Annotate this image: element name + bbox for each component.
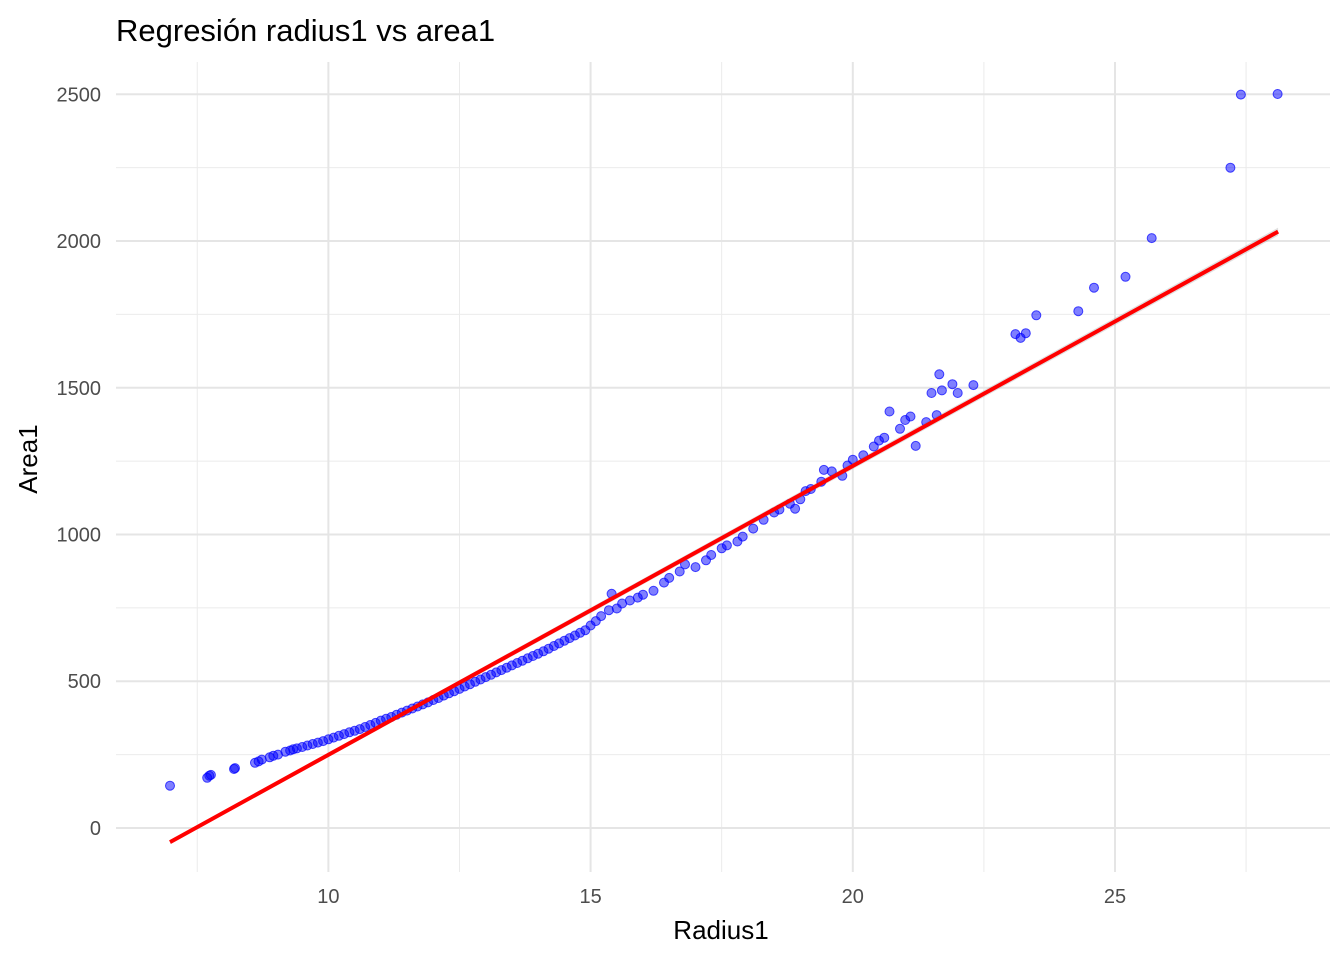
- y-tick-label: 0: [90, 818, 101, 840]
- y-axis-tick-labels: 0 500 1000 1500 2000 2500: [57, 84, 102, 840]
- x-axis-tick-labels: 10 15 20 25: [317, 886, 1126, 908]
- y-tick-label: 2500: [57, 84, 102, 106]
- y-tick-label: 1500: [57, 378, 102, 400]
- y-axis-title: Area1: [13, 424, 43, 493]
- y-tick-label: 2000: [57, 231, 102, 253]
- data-point: [934, 369, 945, 380]
- data-point: [1120, 271, 1131, 282]
- data-point: [737, 531, 748, 542]
- data-point: [674, 566, 685, 577]
- data-point: [790, 503, 801, 514]
- data-point: [748, 523, 759, 534]
- data-point: [879, 432, 890, 443]
- data-point: [884, 406, 895, 417]
- data-point: [947, 379, 958, 390]
- x-tick-label: 15: [579, 886, 601, 908]
- chart-title: Regresión radius1 vs area1: [116, 13, 495, 48]
- data-point: [1225, 162, 1236, 173]
- x-tick-label: 20: [842, 886, 864, 908]
- data-point: [952, 388, 963, 398]
- data-point: [968, 380, 979, 391]
- data-point: [1089, 282, 1099, 293]
- data-point: [1073, 306, 1084, 317]
- data-point: [230, 763, 240, 774]
- y-tick-label: 1000: [57, 525, 102, 547]
- data-point: [1020, 328, 1031, 339]
- data-point: [205, 769, 216, 780]
- regression-line: [169, 229, 1280, 844]
- y-tick-label: 500: [68, 671, 101, 693]
- regression-line-layer: [169, 229, 1280, 844]
- data-point: [648, 585, 659, 596]
- data-point: [1031, 310, 1042, 321]
- data-point: [895, 423, 905, 434]
- data-point: [638, 589, 648, 600]
- data-point: [926, 388, 937, 398]
- data-point: [596, 611, 607, 622]
- data-point: [706, 550, 717, 560]
- x-axis-title: Radius1: [673, 915, 768, 945]
- data-point: [1272, 89, 1283, 99]
- data-point: [664, 572, 675, 583]
- x-tick-label: 10: [317, 886, 339, 908]
- scatter-points: [165, 89, 1283, 791]
- data-point: [1235, 89, 1246, 100]
- data-point: [936, 385, 947, 396]
- data-point: [165, 780, 175, 791]
- data-point: [905, 411, 916, 422]
- data-point: [690, 562, 701, 573]
- x-tick-label: 25: [1104, 886, 1126, 908]
- data-point: [1146, 233, 1157, 244]
- data-point: [910, 440, 921, 451]
- data-point: [721, 540, 732, 551]
